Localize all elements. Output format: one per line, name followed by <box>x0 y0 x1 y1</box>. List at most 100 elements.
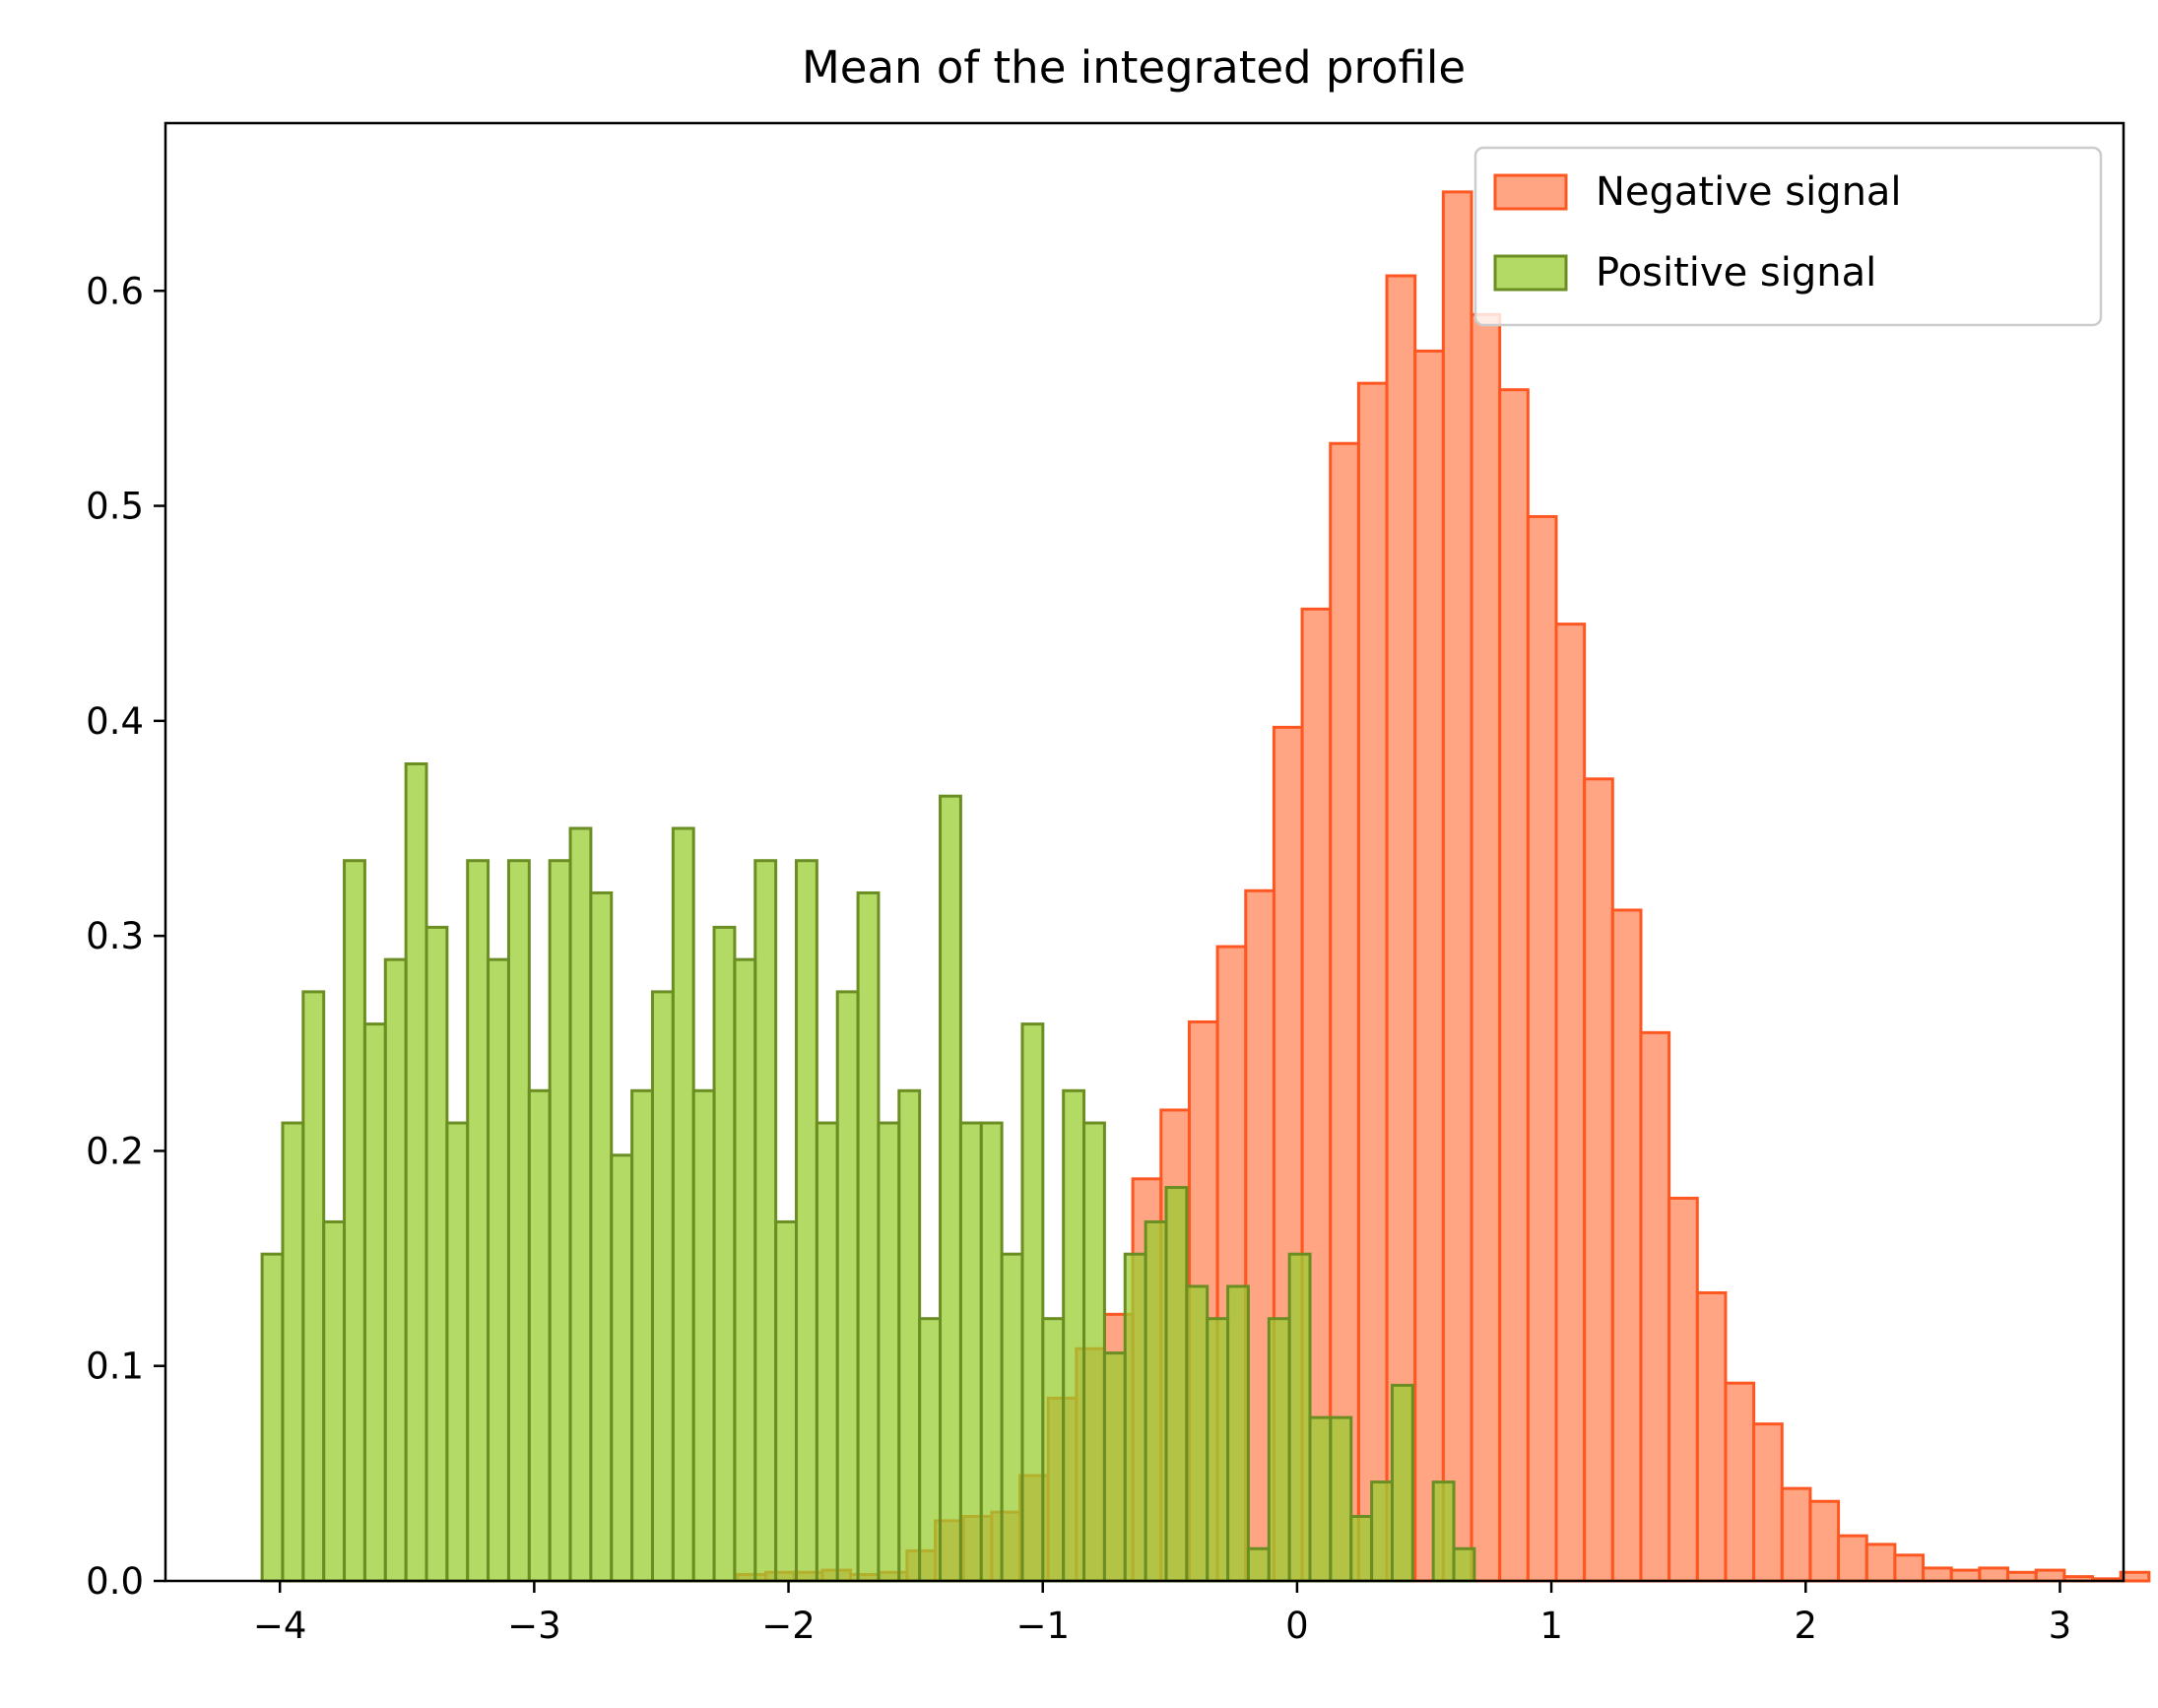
x-tick-label: −1 <box>1015 1605 1070 1647</box>
histogram-bar <box>1864 1543 1897 1583</box>
histogram-bar <box>1082 1121 1106 1583</box>
histogram-bar <box>548 859 572 1583</box>
histogram-bar <box>322 1219 347 1583</box>
histogram-bar <box>1949 1568 1982 1583</box>
histogram-bar <box>1020 1022 1045 1583</box>
histogram-bar <box>506 859 531 1583</box>
histogram-bar <box>1808 1499 1841 1583</box>
histogram-bar <box>1752 1422 1784 1583</box>
histogram-bar <box>1526 514 1558 1583</box>
x-tick-label: 2 <box>1794 1605 1817 1647</box>
histogram-bar <box>835 990 860 1583</box>
histogram-bar <box>1329 1415 1353 1583</box>
histogram-bar <box>1431 1480 1456 1583</box>
histogram-bar <box>815 1121 839 1583</box>
histogram-bar <box>1695 1290 1728 1583</box>
histogram-bar <box>2034 1568 2066 1583</box>
histogram-bar <box>527 1088 552 1583</box>
histogram-bar <box>1583 777 1614 1583</box>
histogram-bar <box>1893 1553 1926 1583</box>
histogram-bar <box>1226 1284 1250 1583</box>
histogram-bar <box>650 990 675 1583</box>
y-axis: 0.0 0.1 0.2 0.3 0.4 0.5 0.6 <box>86 270 165 1603</box>
histogram-bar <box>1356 381 1389 1583</box>
histogram-bar <box>362 1022 387 1583</box>
histogram-bar <box>1978 1566 2010 1583</box>
y-tick-label: 0.0 <box>86 1560 144 1603</box>
histogram-bar <box>1123 1252 1147 1583</box>
histogram-bar <box>918 1317 943 1583</box>
histogram-bar <box>979 1121 1004 1583</box>
histogram-bar <box>1470 312 1502 1583</box>
histogram-bar <box>1639 1030 1671 1583</box>
histogram-bar <box>1554 623 1587 1583</box>
plot-frame <box>163 121 2125 1583</box>
histogram-bar <box>958 1121 983 1583</box>
x-tick-label: 0 <box>1285 1605 1309 1647</box>
histogram-bar <box>1267 1317 1291 1583</box>
histogram-bar <box>1610 908 1643 1583</box>
x-tick-label: −4 <box>253 1605 307 1647</box>
legend-label: Negative signal <box>1596 169 1902 215</box>
y-tick-label: 0.4 <box>86 700 144 743</box>
histogram-bar <box>1144 1219 1168 1583</box>
histogram-bar <box>1102 1351 1127 1583</box>
histogram-bar <box>610 1153 634 1583</box>
histogram-bar <box>1498 388 1530 1583</box>
histogram-bar <box>1000 1252 1024 1583</box>
legend-box <box>1473 146 2103 327</box>
histogram-bar <box>1441 190 1473 1583</box>
histogram-bar <box>1724 1381 1756 1583</box>
legend-swatch <box>1493 173 1568 211</box>
histogram-bar <box>568 826 593 1583</box>
histogram-bar <box>425 925 449 1583</box>
bars-layer <box>260 190 2151 1583</box>
histogram-bar <box>671 826 695 1583</box>
histogram-bar <box>1349 1515 1374 1583</box>
histogram-bar <box>1246 1546 1271 1583</box>
histogram-bar <box>897 1088 922 1583</box>
x-tick-label: 3 <box>2049 1605 2072 1647</box>
legend: Negative signal Positive signal <box>1473 146 2103 327</box>
y-tick-label: 0.1 <box>86 1346 144 1388</box>
histogram-bar <box>404 762 428 1583</box>
y-tick-label: 0.3 <box>86 915 144 957</box>
histogram-bar <box>1390 1383 1414 1583</box>
histogram-bar <box>1041 1317 1066 1583</box>
histogram-bar <box>1206 1317 1230 1583</box>
histogram-bar <box>1922 1566 1953 1583</box>
histogram-bar <box>877 1121 901 1583</box>
histogram-bar <box>1837 1534 1868 1583</box>
histogram-bar <box>1308 1415 1333 1583</box>
histogram-bar <box>2006 1570 2038 1583</box>
histogram-bar <box>1329 441 1360 1583</box>
y-tick-label: 0.2 <box>86 1130 144 1172</box>
histogram-bar <box>1668 1196 1699 1583</box>
histogram-bar <box>1780 1486 1812 1583</box>
histogram-bar <box>939 794 962 1583</box>
x-tick-label: −3 <box>507 1605 561 1647</box>
histogram-bar <box>753 859 778 1583</box>
legend-swatch <box>1493 254 1568 292</box>
histogram-bar <box>795 859 818 1583</box>
histogram-bar <box>1185 1284 1210 1583</box>
histogram-bar <box>260 1252 285 1583</box>
histogram-bar <box>1370 1480 1394 1583</box>
histogram-bar <box>733 957 757 1583</box>
histogram-bar <box>343 859 366 1583</box>
legend-label: Positive signal <box>1596 250 1876 296</box>
histogram-bar <box>487 957 510 1583</box>
series-2-bars <box>260 762 1476 1583</box>
x-tick-label: −2 <box>761 1605 816 1647</box>
histogram-bar <box>281 1121 305 1583</box>
histogram-bar <box>466 859 490 1583</box>
histogram-bar <box>1452 1546 1476 1583</box>
chart-title: Mean of the integrated profile <box>802 41 1466 94</box>
histogram-bar <box>589 890 614 1583</box>
x-axis: −4 −3 −2 −1 0 1 2 3 <box>253 1581 2071 1647</box>
histogram-bar <box>1164 1186 1189 1583</box>
histogram-bar <box>630 1088 654 1583</box>
histogram-bar <box>774 1219 799 1583</box>
histogram-bar <box>1287 1252 1312 1583</box>
